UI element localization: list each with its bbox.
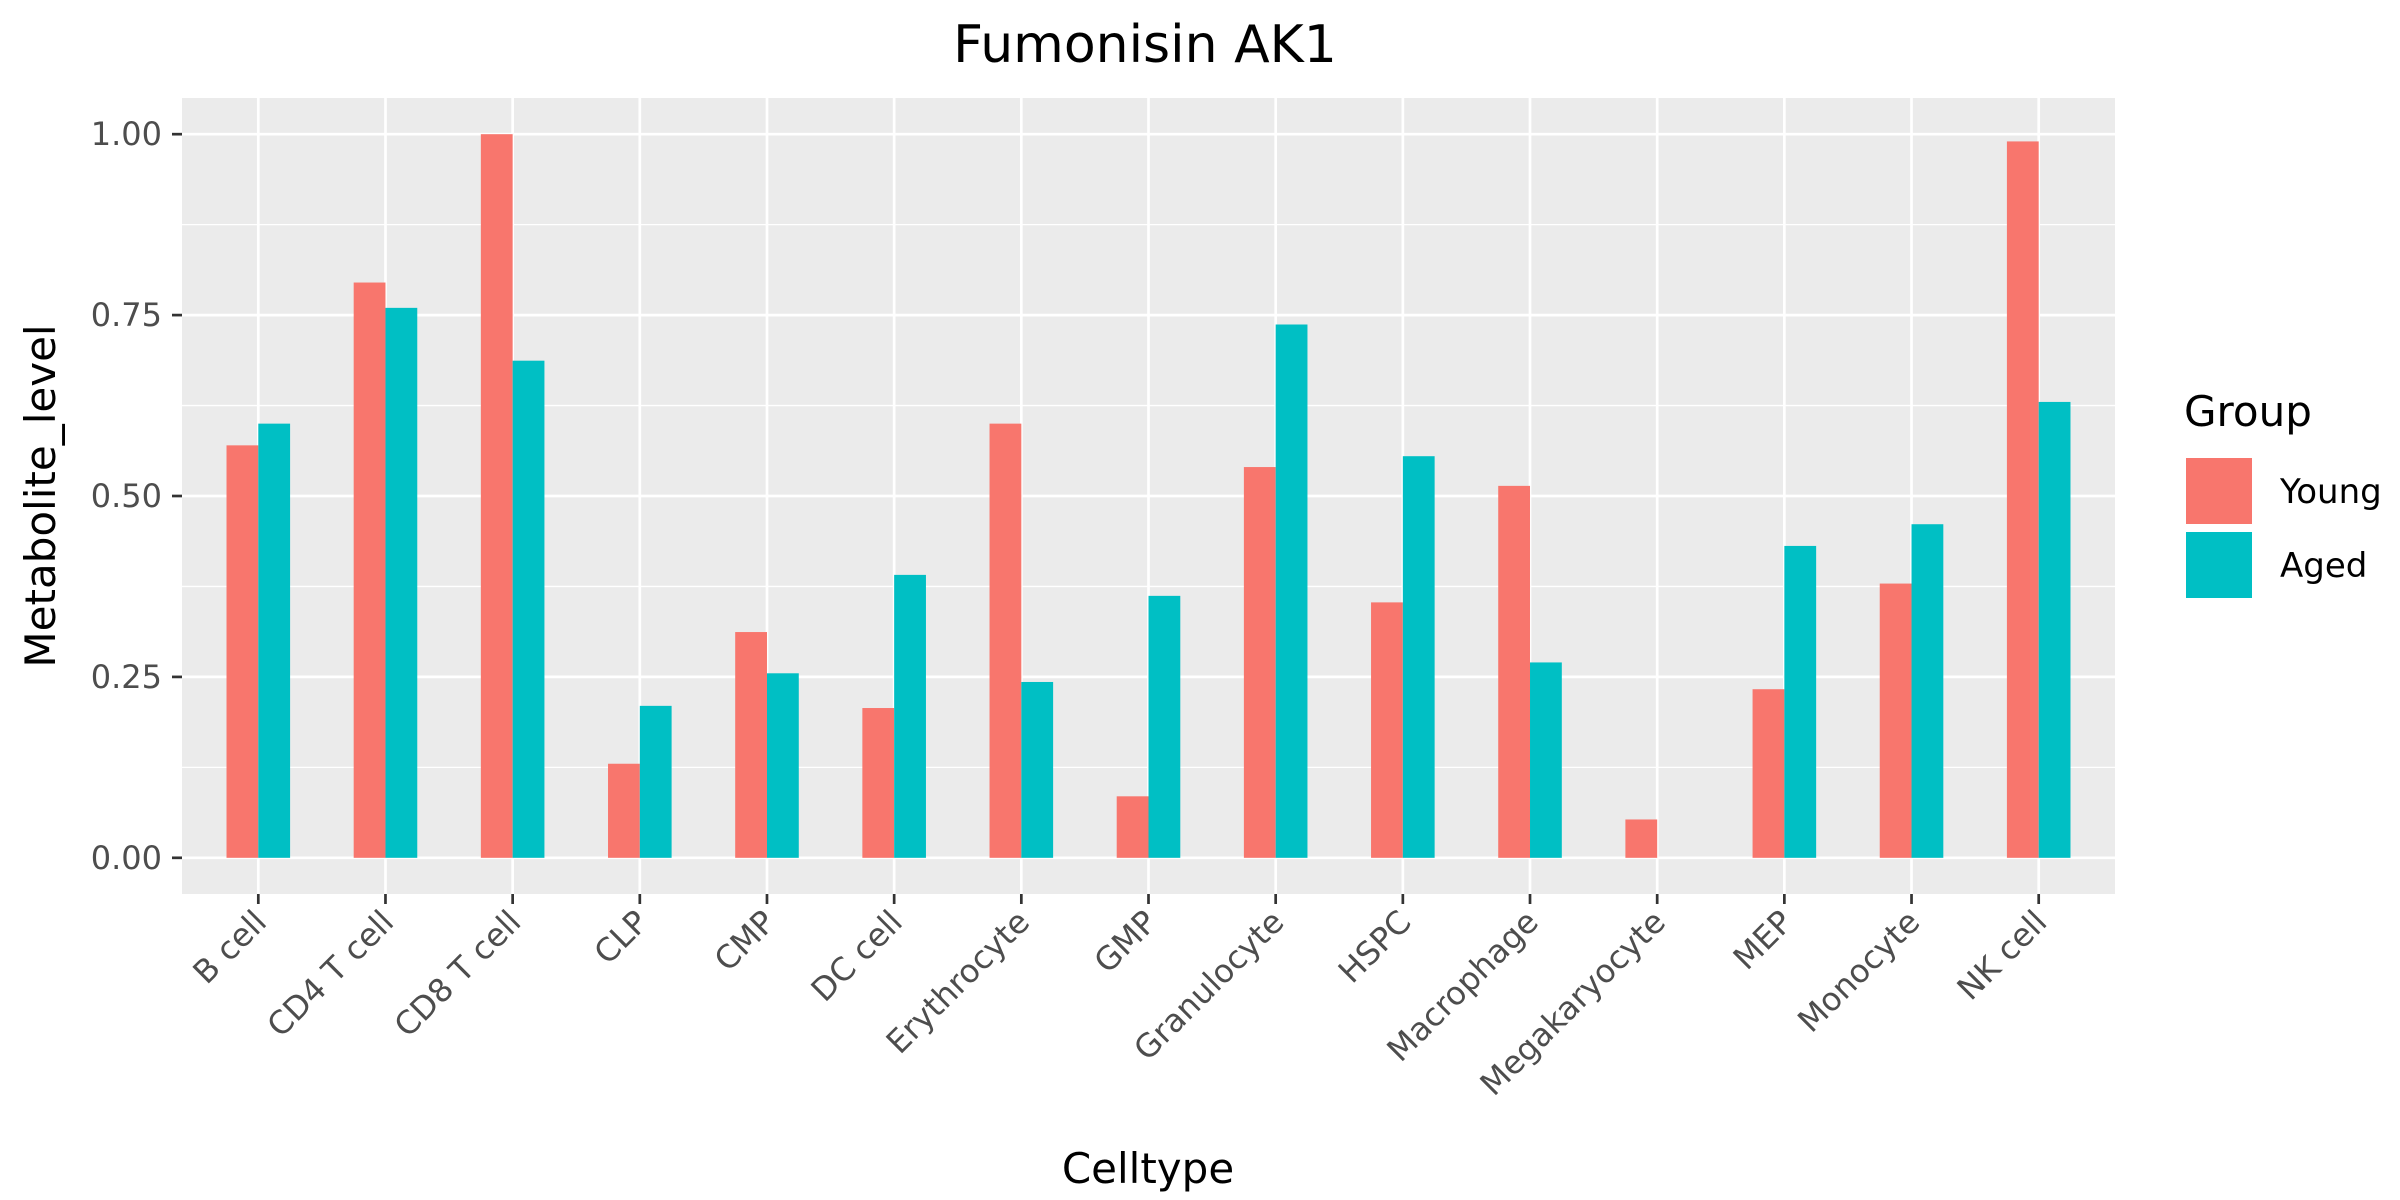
bar-young-hspc [1371, 602, 1403, 858]
y-tick-label: 0.50 [91, 477, 162, 515]
x-tick-label: CLP [587, 903, 656, 972]
x-tick-label: CD8 T cell [387, 903, 529, 1045]
bar-aged-clp [639, 705, 672, 858]
bar-young-clp [608, 763, 640, 858]
y-tick-label: 0.00 [91, 839, 162, 877]
bar-aged-gmp [1148, 595, 1181, 858]
x-tick-label: NK cell [1950, 903, 2055, 1008]
legend-label-young: Young [2279, 472, 2382, 512]
bar-young-gmp [1116, 796, 1149, 858]
x-axis-title: Celltype [1062, 1144, 1234, 1193]
bar-aged-cd8-t-cell [512, 360, 545, 858]
bar-young-macrophage [1498, 485, 1531, 858]
bar-aged-cd4-t-cell [385, 307, 418, 858]
legend-key-aged [2186, 532, 2252, 598]
x-tick-label: CD4 T cell [259, 903, 401, 1045]
bar-aged-mep [1784, 545, 1817, 858]
bar-aged-monocyte [1911, 524, 1944, 858]
bar-young-cmp [735, 632, 767, 858]
y-tick-label: 1.00 [91, 115, 162, 153]
bar-young-megakaryocyte [1625, 819, 1658, 858]
bar-aged-hspc [1402, 456, 1435, 858]
x-tick-label: HSPC [1331, 903, 1419, 991]
bar-aged-granulocyte [1275, 324, 1308, 858]
bar-aged-erythrocyte [1021, 681, 1054, 858]
bar-aged-macrophage [1530, 662, 1562, 858]
bar-young-b-cell [226, 445, 259, 858]
bar-young-cd4-t-cell [353, 282, 386, 858]
bar-young-dc-cell [862, 708, 895, 858]
bar-aged-dc-cell [894, 574, 926, 858]
y-axis: 0.00 0.25 0.50 0.75 1.00 [91, 115, 182, 877]
x-tick-label: CMP [707, 903, 783, 979]
bar-young-erythrocyte [989, 423, 1022, 858]
bar-young-nk-cell [2006, 141, 2039, 858]
bar-aged-cmp [766, 673, 799, 858]
legend-label-aged: Aged [2280, 546, 2367, 586]
bar-aged-nk-cell [2038, 401, 2071, 858]
y-tick-label: 0.25 [91, 658, 162, 696]
legend: Group Young Aged [2184, 387, 2382, 598]
x-tick-label: GMP [1087, 903, 1165, 981]
y-axis-title: Metabolite_level [16, 324, 65, 667]
x-tick-label: Monocyte [1790, 903, 1927, 1040]
chart-title: Fumonisin AK1 [953, 15, 1337, 75]
legend-title: Group [2184, 387, 2312, 436]
bars [226, 134, 2071, 858]
x-tick-label: MEP [1726, 903, 1800, 977]
bar-young-cd8-t-cell [480, 134, 513, 858]
bar-aged-b-cell [258, 423, 291, 858]
y-tick-label: 0.75 [91, 296, 162, 334]
bar-young-mep [1752, 689, 1785, 858]
legend-key-young [2186, 458, 2252, 524]
x-tick-label: B cell [185, 903, 274, 992]
x-tick-label: DC cell [804, 903, 910, 1009]
bar-young-granulocyte [1243, 467, 1276, 858]
bar-young-monocyte [1879, 583, 1912, 858]
